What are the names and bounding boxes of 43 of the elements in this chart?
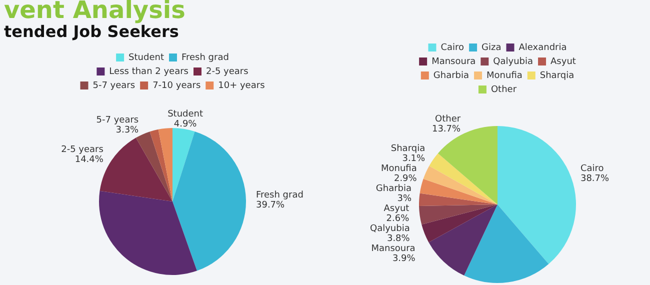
legend-label: 7-10 years bbox=[152, 80, 201, 91]
slice-label: Fresh grad bbox=[256, 190, 304, 201]
chart-subtitle: tended Job Seekers bbox=[4, 22, 179, 41]
data-label: 13.7% bbox=[432, 124, 462, 134]
legend-label: Sharqia bbox=[540, 70, 574, 81]
slice-label: Cairo bbox=[580, 164, 604, 174]
legend-label: Less than 2 years bbox=[109, 66, 189, 77]
data-label: 3.3% bbox=[116, 126, 140, 136]
data-label: 2.6% bbox=[386, 214, 410, 224]
data-label: 3.9% bbox=[392, 254, 416, 264]
chart-title: vent Analysis bbox=[4, 0, 186, 24]
legend-label: Student bbox=[128, 52, 164, 63]
data-label: 3% bbox=[397, 194, 412, 204]
data-label: 3.8% bbox=[386, 234, 410, 244]
data-label: 14.4% bbox=[74, 154, 104, 165]
slice-label: Monufia bbox=[380, 164, 417, 174]
slice-label: 5-7 years bbox=[96, 116, 139, 126]
legend-label: Cairo bbox=[440, 42, 465, 53]
legend-label: Monufia bbox=[486, 70, 522, 81]
legend-label: Other bbox=[490, 84, 517, 95]
data-label: 2.9% bbox=[394, 174, 418, 184]
slice-label: Other bbox=[435, 114, 461, 124]
legend-label: Giza bbox=[482, 42, 502, 53]
data-label: 38.7% bbox=[580, 174, 610, 184]
legend-label: Fresh grad bbox=[181, 52, 229, 63]
slice-label: Asyut bbox=[384, 204, 410, 214]
slice-label: Qalyubia bbox=[370, 224, 410, 234]
legend-label: 10+ years bbox=[218, 80, 266, 91]
data-label: 4.9% bbox=[174, 119, 198, 130]
slice-label: 2-5 years bbox=[61, 144, 104, 155]
legend-label: Gharbia bbox=[433, 70, 470, 81]
legend-label: Qalyubia bbox=[493, 56, 534, 67]
data-label: 3.1% bbox=[402, 154, 426, 164]
legend-label: 5-7 years bbox=[92, 80, 136, 91]
slice-label: Mansoura bbox=[371, 244, 416, 254]
slice-label: Sharqia bbox=[390, 144, 426, 154]
legend-label: Asyut bbox=[550, 56, 576, 67]
data-label: 39.7% bbox=[256, 200, 286, 211]
legend-label: Alexandria bbox=[518, 42, 567, 53]
slice-label: Gharbia bbox=[376, 184, 412, 194]
legend-label: Mansoura bbox=[432, 56, 476, 67]
legend-label: 2-5 years bbox=[206, 66, 249, 77]
slice-label: Student bbox=[168, 109, 204, 120]
